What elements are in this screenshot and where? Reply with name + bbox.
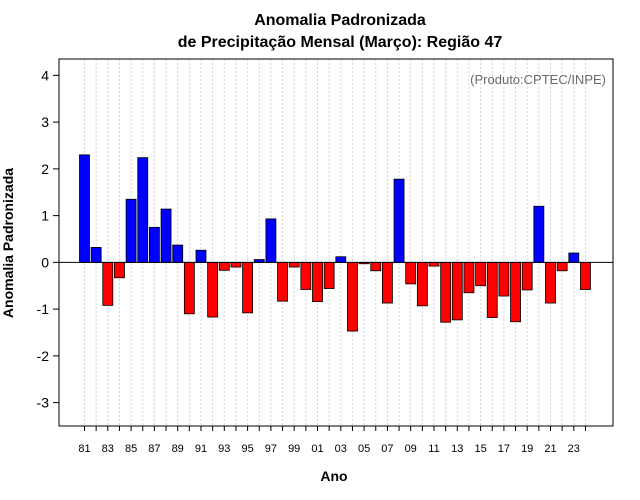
y-tick-label: 2 bbox=[41, 161, 49, 177]
bar bbox=[533, 205, 545, 263]
bar bbox=[265, 218, 277, 263]
x-tick-label: 03 bbox=[335, 443, 347, 455]
x-tick-label: 89 bbox=[172, 443, 184, 455]
x-tick-label: 19 bbox=[521, 443, 533, 455]
bar bbox=[440, 261, 452, 323]
x-tick-label: 15 bbox=[474, 443, 486, 455]
bar bbox=[242, 261, 254, 314]
bar bbox=[405, 261, 417, 285]
bar bbox=[79, 154, 90, 263]
gridlines bbox=[84, 59, 586, 426]
bar bbox=[300, 261, 312, 290]
x-tick-label: 01 bbox=[311, 443, 323, 455]
bar bbox=[381, 261, 393, 304]
bar bbox=[498, 261, 510, 297]
x-tick-label: 17 bbox=[498, 443, 510, 455]
bar bbox=[125, 198, 137, 263]
bar bbox=[416, 261, 428, 307]
x-tick-label: 97 bbox=[265, 443, 277, 455]
bar bbox=[207, 261, 219, 318]
x-tick-label: 13 bbox=[451, 443, 463, 455]
x-tick-label: 11 bbox=[428, 443, 439, 455]
bar bbox=[347, 261, 358, 332]
bar bbox=[510, 261, 521, 323]
credit-label: (Produto:CPTEC/INPE) bbox=[470, 72, 606, 87]
bar bbox=[393, 178, 405, 263]
x-tick-label: 81 bbox=[78, 443, 90, 455]
bar bbox=[475, 261, 487, 287]
bar bbox=[580, 261, 591, 290]
bar bbox=[568, 252, 580, 263]
x-axis-title: Ano bbox=[320, 468, 347, 484]
bar bbox=[277, 261, 288, 302]
x-tick-label: 23 bbox=[568, 443, 580, 455]
bar bbox=[148, 226, 160, 263]
x-tick-label: 91 bbox=[195, 443, 207, 455]
y-axis: -3 -2 -1 0 1 2 3 4 bbox=[37, 67, 59, 411]
bar bbox=[102, 261, 114, 306]
bar bbox=[556, 261, 568, 272]
bar bbox=[370, 261, 382, 272]
bar bbox=[521, 261, 533, 291]
bar bbox=[335, 256, 347, 263]
bar bbox=[137, 157, 149, 263]
x-tick-label: 87 bbox=[148, 443, 160, 455]
bar bbox=[428, 261, 440, 267]
x-tick-label: 83 bbox=[102, 443, 114, 455]
x-tick-label: 99 bbox=[288, 443, 300, 455]
bar bbox=[312, 261, 323, 303]
y-tick-label: -2 bbox=[37, 348, 50, 364]
x-tick-label: 85 bbox=[125, 443, 137, 455]
bar bbox=[172, 244, 184, 263]
y-axis-title: Anomalia Padronizada bbox=[0, 168, 16, 318]
chart-title-line2: de Precipitação Mensal (Março): Região 4… bbox=[178, 34, 503, 51]
bar bbox=[114, 261, 125, 279]
bar bbox=[218, 261, 230, 271]
bar bbox=[183, 261, 195, 315]
y-tick-label: 1 bbox=[41, 208, 49, 224]
x-tick-label: 21 bbox=[544, 443, 556, 455]
bar bbox=[230, 261, 242, 268]
bar bbox=[323, 261, 335, 289]
chart-title-line1: Anomalia Padronizada bbox=[254, 12, 426, 29]
x-axis: 81 83 85 87 89 91 93 95 97 99 01 03 05 07 09 11 13 15 17 19… bbox=[78, 426, 586, 455]
bar bbox=[545, 261, 556, 304]
bar bbox=[451, 261, 463, 321]
bar bbox=[463, 261, 475, 294]
x-tick-label: 95 bbox=[241, 443, 253, 455]
y-tick-label: 0 bbox=[41, 254, 49, 270]
x-tick-label: 09 bbox=[405, 443, 417, 455]
plot-frame bbox=[58, 58, 614, 427]
bar bbox=[160, 208, 172, 263]
bars bbox=[79, 154, 591, 332]
y-tick-label: 4 bbox=[41, 67, 49, 83]
bar bbox=[90, 247, 102, 263]
x-tick-label: 93 bbox=[218, 443, 230, 455]
bar bbox=[486, 261, 498, 318]
y-tick-label: 3 bbox=[41, 114, 49, 130]
x-tick-label: 07 bbox=[381, 443, 393, 455]
x-tick-label: 05 bbox=[358, 443, 370, 455]
y-tick-label: -1 bbox=[37, 301, 50, 317]
bar bbox=[195, 249, 207, 263]
y-tick-label: -3 bbox=[37, 395, 50, 411]
bar bbox=[288, 261, 300, 268]
